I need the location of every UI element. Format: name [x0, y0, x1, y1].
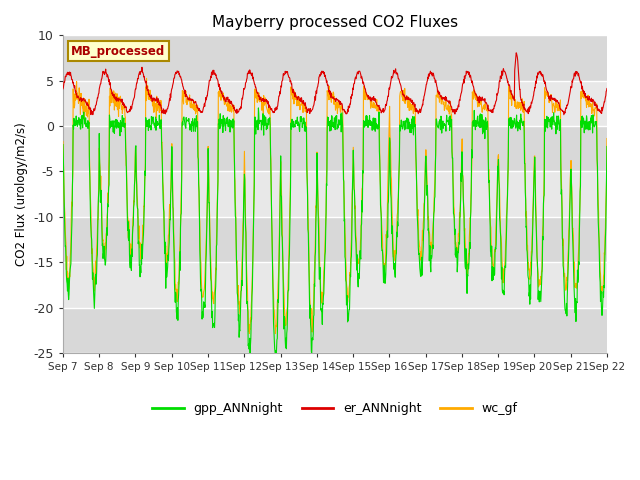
er_ANNnight [513, 50, 520, 56]
er_ANNnight [59, 86, 67, 92]
er_ANNnight [180, 87, 188, 93]
wc_gf [420, 201, 428, 206]
er_ANNnight [167, 95, 175, 101]
gpp_ANNnight [255, 105, 262, 111]
Line: er_ANNnight: er_ANNnight [63, 53, 607, 115]
Text: MB_processed: MB_processed [71, 45, 165, 58]
wc_gf [540, 223, 547, 228]
Legend: gpp_ANNnight, er_ANNnight, wc_gf: gpp_ANNnight, er_ANNnight, wc_gf [147, 397, 522, 420]
Line: wc_gf: wc_gf [63, 78, 607, 334]
gpp_ANNnight [540, 237, 547, 243]
Bar [63, 308, 607, 353]
Bar [63, 217, 607, 262]
Bar [63, 36, 607, 81]
wc_gf [143, 75, 150, 81]
er_ANNnight [490, 103, 498, 108]
er_ANNnight [539, 72, 547, 77]
er_ANNnight [241, 85, 248, 91]
Title: Mayberry processed CO2 Fluxes: Mayberry processed CO2 Fluxes [212, 15, 458, 30]
wc_gf [603, 136, 611, 142]
gpp_ANNnight [420, 225, 428, 231]
gpp_ANNnight [59, 142, 67, 147]
Y-axis label: CO2 Flux (urology/m2/s): CO2 Flux (urology/m2/s) [15, 122, 28, 266]
gpp_ANNnight [167, 191, 175, 197]
er_ANNnight [560, 112, 568, 118]
gpp_ANNnight [246, 355, 254, 360]
Bar [63, 126, 607, 171]
gpp_ANNnight [241, 176, 248, 182]
wc_gf [271, 331, 279, 336]
gpp_ANNnight [492, 248, 499, 254]
gpp_ANNnight [180, 114, 188, 120]
er_ANNnight [603, 85, 611, 91]
wc_gf [241, 199, 249, 204]
wc_gf [492, 249, 499, 255]
Line: gpp_ANNnight: gpp_ANNnight [63, 108, 607, 358]
er_ANNnight [419, 96, 427, 102]
wc_gf [167, 176, 175, 182]
wc_gf [180, 91, 188, 97]
gpp_ANNnight [603, 144, 611, 149]
wc_gf [59, 139, 67, 144]
